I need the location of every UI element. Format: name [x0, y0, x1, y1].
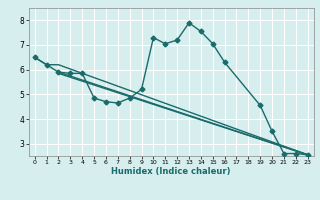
X-axis label: Humidex (Indice chaleur): Humidex (Indice chaleur) — [111, 167, 231, 176]
